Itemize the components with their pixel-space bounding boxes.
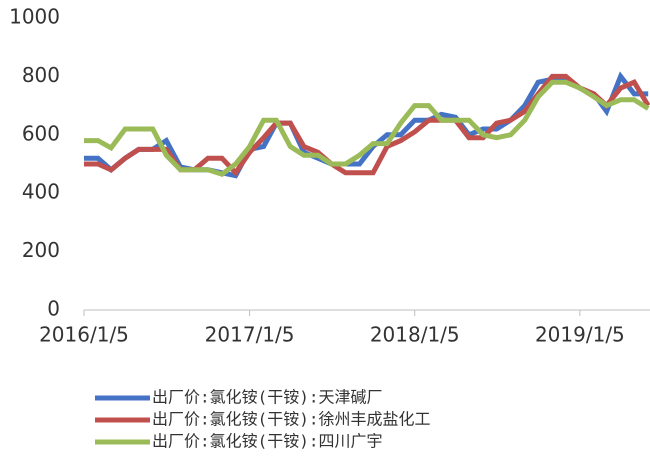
y-tick-label: 200 — [22, 238, 60, 262]
y-tick-label: 1000 — [9, 5, 60, 29]
y-tick-label: 600 — [22, 121, 60, 145]
series-line — [84, 79, 650, 177]
y-tick-label: 800 — [22, 63, 60, 87]
x-tick-label: 2018/1/5 — [370, 323, 460, 347]
legend-label: 出厂价:氯化铵(干铵):徐州丰成盐化工 — [152, 410, 431, 429]
x-tick-label: 2016/1/5 — [39, 323, 129, 347]
legend-label: 出厂价:氯化铵(干铵):四川广宇 — [152, 432, 383, 451]
y-tick-label: 0 — [47, 297, 60, 321]
y-tick-label: 400 — [22, 180, 60, 204]
x-tick-label: 2017/1/5 — [205, 323, 295, 347]
legend-label: 出厂价:氯化铵(干铵):天津碱厂 — [152, 388, 383, 407]
x-tick-label: 2019/1/5 — [535, 323, 625, 347]
